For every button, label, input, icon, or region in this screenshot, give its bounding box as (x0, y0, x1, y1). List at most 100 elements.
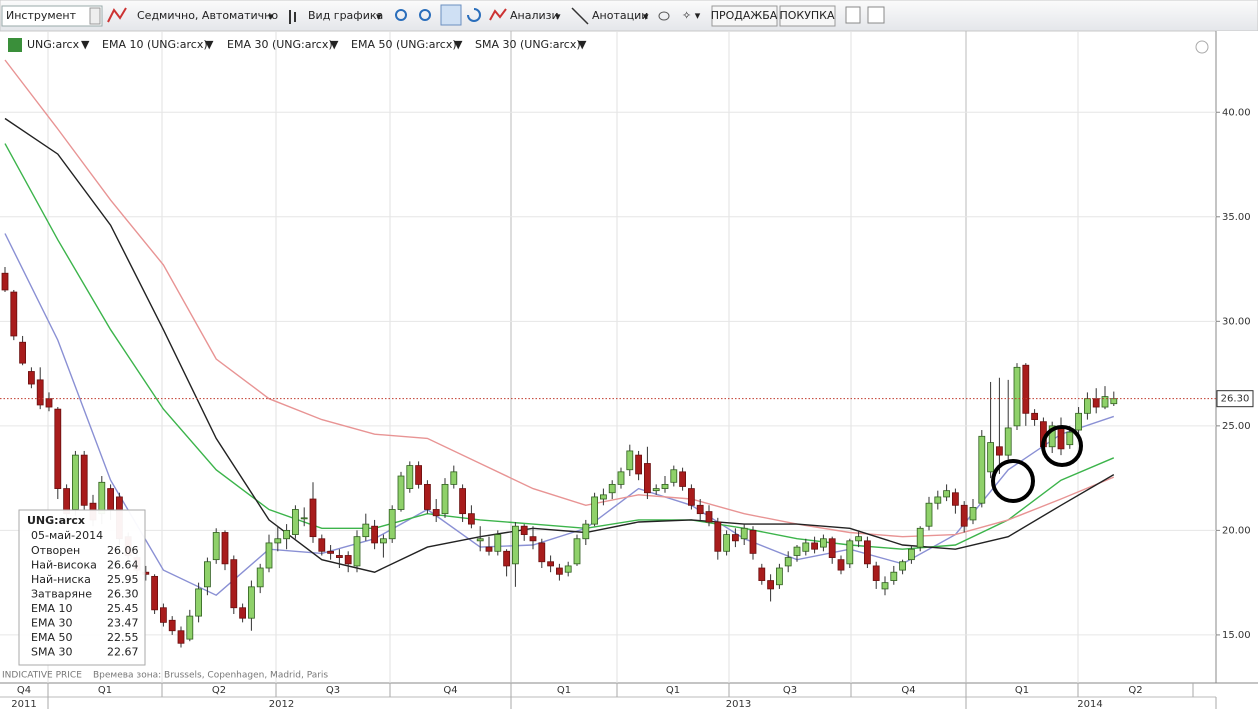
info-date: 05-май-2014 (31, 529, 103, 542)
candle-body (723, 534, 730, 552)
candle-body (406, 465, 414, 489)
candle-body (670, 469, 678, 483)
candle-body (538, 542, 546, 563)
print-icon[interactable] (867, 6, 885, 24)
candle-body (1022, 364, 1030, 414)
candle-body (485, 546, 493, 552)
y-tick-label: 25.00 (1222, 421, 1251, 432)
candle-body (732, 534, 739, 542)
candle-body (230, 559, 238, 609)
candle-body (291, 509, 299, 535)
candle-body (802, 542, 810, 552)
candle-body (432, 509, 440, 517)
candle-body (247, 586, 255, 619)
legend-entry: SMA 30 (UNG:arcx) (475, 38, 581, 51)
y-tick-label: 20.00 (1222, 525, 1251, 536)
candle-body (987, 442, 994, 473)
clock-icon[interactable] (1195, 40, 1209, 54)
info-title: UNG:arcx (27, 514, 85, 527)
info-key: Отворен (31, 544, 80, 557)
candle-body (98, 481, 106, 515)
info-key: Най-висока (31, 559, 97, 572)
candle-body (591, 496, 598, 525)
candle-body (1048, 425, 1056, 448)
menu-arrow: ▾ (643, 10, 649, 23)
year-label: 2011 (11, 699, 36, 709)
zoom-in[interactable] (395, 9, 407, 21)
annotations-menu[interactable]: Анотации (592, 9, 648, 22)
quarter-label: Q4 (443, 685, 457, 696)
instrument-picker[interactable] (89, 7, 101, 25)
sell-button[interactable] (711, 5, 778, 27)
candle-body (283, 529, 291, 540)
info-value: 23.47 (107, 617, 139, 630)
candle-body (811, 542, 818, 550)
zoom-out[interactable] (419, 9, 431, 21)
candle-body (10, 291, 18, 337)
legend-entry: EMA 10 (UNG:arcx) (102, 38, 208, 51)
menu-arrow: ▾ (268, 10, 274, 23)
candle-body (608, 483, 616, 494)
timezone: Времева зона: Brussels, Copenhagen, Madr… (93, 671, 328, 681)
quarter-label: Q4 (901, 685, 915, 696)
quarter-label: Q3 (326, 685, 340, 696)
quarter-label: Q2 (1128, 685, 1142, 696)
candle-body (159, 607, 167, 623)
candle-body (652, 488, 660, 492)
export-icon[interactable] (845, 6, 861, 24)
buy-button[interactable] (779, 5, 836, 27)
candle-body (820, 538, 827, 548)
interval-menu[interactable]: Седмично, Автоматично (137, 9, 278, 22)
instrument-input[interactable] (1, 5, 103, 27)
candle-body (388, 509, 396, 540)
legend-arrow: ▼ (81, 38, 90, 51)
candle-body (212, 532, 220, 561)
chart-icon[interactable] (107, 7, 127, 23)
candle-body (899, 561, 906, 571)
info-key: EMA 10 (31, 602, 72, 615)
candle-body (450, 471, 458, 485)
info-value: 22.67 (107, 646, 139, 659)
info-key: SMA 30 (31, 646, 73, 659)
candle-body (239, 607, 247, 619)
candle-body (925, 502, 933, 527)
candle-body (362, 523, 370, 538)
candle-body (423, 483, 431, 510)
y-tick-label: 40.00 (1222, 107, 1251, 118)
quarter-label: Q1 (98, 685, 112, 696)
quarter-label: Q2 (212, 685, 226, 696)
buy-label: ПОКУПКА (779, 9, 835, 22)
candle-body (758, 567, 766, 581)
info-key: Затваряне (31, 588, 92, 601)
chart-view-menu[interactable]: Вид графика (308, 9, 383, 22)
y-tick-label: 35.00 (1222, 212, 1251, 223)
candle-body (600, 494, 607, 500)
candle-body (107, 488, 114, 510)
year-label: 2014 (1077, 699, 1102, 709)
legend-arrow: ▼ (578, 38, 587, 51)
eraser-icon[interactable] (658, 11, 670, 21)
analyses-icon (489, 8, 507, 21)
pan-tool[interactable] (440, 4, 462, 26)
menu-arrow: ▾ (376, 10, 382, 23)
candle-body (978, 435, 986, 504)
view-icon (289, 10, 296, 24)
crosshair-icon[interactable]: ✧ ▾ (682, 9, 701, 22)
candle-body (714, 521, 722, 552)
candle-body (564, 565, 572, 573)
candle-body (776, 567, 783, 586)
candle-body (1110, 398, 1118, 405)
candle-body (318, 538, 326, 552)
info-value: 26.64 (107, 559, 139, 572)
candle-body (784, 557, 792, 567)
quarter-label: Q1 (666, 685, 680, 696)
analyses-menu[interactable]: Анализи (510, 9, 559, 22)
candle-body (344, 555, 352, 565)
candle-body (221, 532, 229, 565)
candle-body (1004, 427, 1012, 456)
info-value: 25.95 (107, 573, 139, 586)
reset-icon[interactable] (467, 8, 481, 22)
candle-body (1057, 427, 1065, 450)
